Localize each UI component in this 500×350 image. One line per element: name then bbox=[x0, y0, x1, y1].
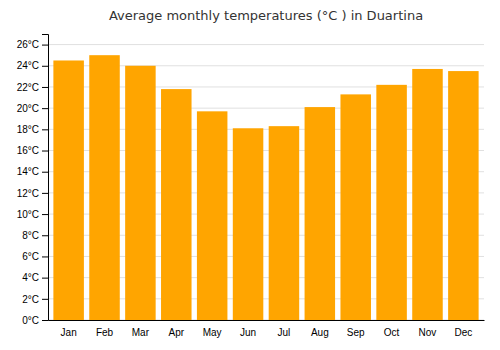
bar bbox=[197, 111, 228, 320]
y-tick-mark bbox=[42, 235, 48, 236]
bar bbox=[233, 128, 264, 320]
y-tick: 10°C bbox=[17, 209, 48, 220]
x-tick-label: Jun bbox=[240, 327, 256, 338]
y-tick-mark bbox=[42, 129, 48, 130]
y-tick: 14°C bbox=[17, 166, 48, 177]
x-tick: Apr bbox=[169, 327, 185, 338]
x-tick-label: Nov bbox=[419, 327, 437, 338]
y-tick-mark bbox=[42, 87, 48, 88]
x-tick: Jun bbox=[240, 327, 256, 338]
x-tick: Feb bbox=[96, 327, 114, 338]
y-tick-mark bbox=[42, 320, 48, 321]
y-tick-label: 24°C bbox=[17, 60, 39, 71]
y-tick-label: 16°C bbox=[17, 145, 39, 156]
plot: 0°C 2°C 4°C 6°C 8°C 10°C 12°C 14°C 16°C 18°C 20°C 2… bbox=[17, 35, 485, 339]
y-tick-mark bbox=[42, 193, 48, 194]
x-tick: Mar bbox=[132, 327, 150, 338]
grid-line bbox=[48, 44, 484, 45]
grid bbox=[48, 45, 484, 320]
y-tick-mark bbox=[42, 256, 48, 257]
y-tick: 2°C bbox=[22, 294, 48, 305]
x-axis-line bbox=[49, 320, 485, 321]
bar bbox=[125, 66, 156, 320]
y-tick: 20°C bbox=[17, 103, 48, 114]
x-tick-label: Jan bbox=[61, 327, 77, 338]
bar bbox=[376, 85, 407, 320]
y-tick-label: 12°C bbox=[17, 188, 39, 199]
x-tick-label: Sep bbox=[347, 327, 365, 338]
x-tick-label: Jul bbox=[278, 327, 291, 338]
y-tick: 0°C bbox=[22, 315, 48, 326]
bar bbox=[53, 60, 84, 320]
y-tick-mark bbox=[42, 108, 48, 109]
x-tick-label: Dec bbox=[454, 327, 472, 338]
y-tick: 22°C bbox=[17, 82, 48, 93]
y-axis-line bbox=[42, 35, 49, 321]
title: Average monthly temperatures (°C ) in Du… bbox=[109, 8, 423, 23]
y-tick-mark bbox=[42, 278, 48, 279]
y-tick-label: 8°C bbox=[22, 230, 39, 241]
x-tick: Sep bbox=[347, 327, 365, 338]
y-tick-mark bbox=[42, 172, 48, 173]
y-tick-label: 22°C bbox=[17, 82, 39, 93]
bar bbox=[269, 126, 300, 320]
x-tick: Oct bbox=[384, 327, 400, 338]
y-tick-label: 14°C bbox=[17, 166, 39, 177]
x-tick-label: Aug bbox=[311, 327, 329, 338]
x-tick: Jul bbox=[278, 327, 291, 338]
y-tick-mark bbox=[42, 214, 48, 215]
y-tick-mark bbox=[42, 45, 48, 46]
y-tick-label: 4°C bbox=[22, 272, 39, 283]
y-tick-label: 18°C bbox=[17, 124, 39, 135]
x-tick: Aug bbox=[311, 327, 329, 338]
y-tick-label: 2°C bbox=[22, 294, 39, 305]
bar bbox=[161, 89, 192, 320]
y-tick: 26°C bbox=[17, 39, 48, 50]
y-tick-label: 6°C bbox=[22, 251, 39, 262]
x-tick-label: May bbox=[203, 327, 222, 338]
y-tick: 4°C bbox=[22, 272, 48, 283]
y-tick-label: 20°C bbox=[17, 103, 39, 114]
x-tick-label: Apr bbox=[169, 327, 185, 338]
y-tick-label: 26°C bbox=[17, 39, 39, 50]
x-axis: Jan Feb Mar Apr May Jun Jul Aug Sep Oct Nov Dec bbox=[49, 321, 485, 339]
y-tick: 24°C bbox=[17, 60, 48, 71]
chart: 0°C 2°C 4°C 6°C 8°C 10°C 12°C 14°C 16°C 18°C 20°C 2… bbox=[0, 0, 500, 350]
y-tick: 6°C bbox=[22, 251, 48, 262]
x-tick: Jan bbox=[61, 327, 77, 338]
x-tick-label: Oct bbox=[384, 327, 400, 338]
bar bbox=[305, 107, 336, 320]
y-tick: 18°C bbox=[17, 124, 48, 135]
x-tick-label: Feb bbox=[96, 327, 114, 338]
x-tick-label: Mar bbox=[132, 327, 150, 338]
y-axis: 0°C 2°C 4°C 6°C 8°C 10°C 12°C 14°C 16°C 18°C 20°C 2… bbox=[17, 35, 49, 326]
y-tick: 8°C bbox=[22, 230, 48, 241]
x-tick: Dec bbox=[454, 327, 472, 338]
bar bbox=[89, 55, 120, 320]
bars bbox=[53, 55, 478, 320]
y-tick: 12°C bbox=[17, 188, 48, 199]
bar bbox=[448, 71, 479, 320]
y-tick: 16°C bbox=[17, 145, 48, 156]
y-tick-mark bbox=[42, 66, 48, 67]
y-tick-mark bbox=[42, 299, 48, 300]
x-tick: Nov bbox=[419, 327, 437, 338]
bar bbox=[340, 94, 371, 320]
y-tick-label: 10°C bbox=[17, 209, 39, 220]
x-tick: May bbox=[203, 327, 222, 338]
bar bbox=[412, 69, 443, 320]
y-tick-mark bbox=[42, 151, 48, 152]
y-tick-label: 0°C bbox=[22, 315, 39, 326]
